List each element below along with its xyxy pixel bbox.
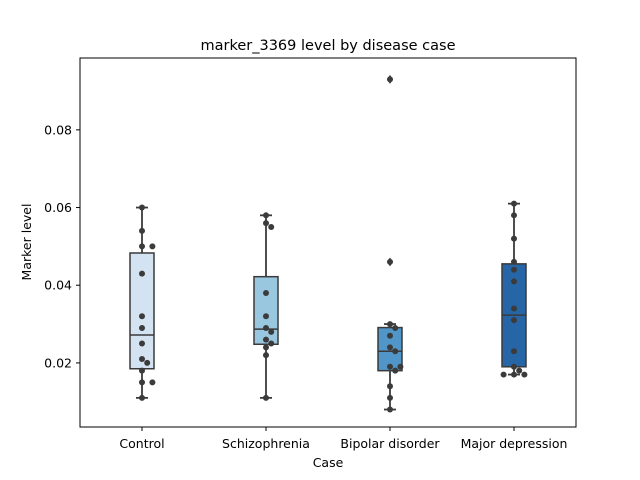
data-point bbox=[387, 363, 393, 370]
data-point bbox=[511, 278, 517, 285]
data-point bbox=[387, 394, 393, 401]
data-point bbox=[511, 348, 517, 355]
data-point bbox=[139, 270, 145, 277]
data-point bbox=[139, 379, 145, 386]
data-point bbox=[387, 406, 393, 413]
data-point bbox=[511, 266, 517, 273]
x-axis-label: Case bbox=[313, 455, 344, 470]
data-point bbox=[268, 340, 275, 347]
data-point bbox=[511, 317, 517, 324]
y-axis-label: Marker level bbox=[19, 204, 34, 281]
data-point bbox=[139, 243, 145, 250]
data-point bbox=[263, 324, 269, 331]
data-point bbox=[139, 356, 145, 363]
data-point bbox=[139, 340, 145, 347]
data-point bbox=[397, 363, 404, 370]
box-2 bbox=[253, 275, 279, 346]
data-point bbox=[392, 324, 399, 331]
data-point bbox=[263, 212, 269, 219]
data-point bbox=[392, 348, 399, 355]
data-point bbox=[387, 321, 393, 328]
data-point bbox=[521, 371, 528, 378]
data-point bbox=[263, 220, 269, 227]
data-point bbox=[149, 243, 156, 250]
data-point bbox=[392, 367, 399, 374]
y-tick-label: 0.04 bbox=[44, 278, 72, 293]
data-point bbox=[511, 212, 517, 219]
data-point bbox=[387, 332, 393, 339]
data-point bbox=[511, 258, 517, 265]
data-point bbox=[139, 324, 145, 331]
data-point bbox=[139, 204, 145, 211]
data-point bbox=[511, 305, 517, 312]
data-point bbox=[500, 371, 507, 378]
data-point bbox=[139, 227, 145, 234]
x-tick-label: Schizophrenia bbox=[222, 436, 310, 451]
data-point bbox=[263, 344, 269, 351]
data-point bbox=[263, 313, 269, 320]
data-point bbox=[387, 258, 393, 265]
data-point bbox=[511, 371, 517, 378]
y-tick-label: 0.08 bbox=[44, 122, 72, 137]
x-tick-label: Bipolar disorder bbox=[340, 436, 440, 451]
y-tick-label: 0.02 bbox=[44, 355, 72, 370]
data-point bbox=[139, 367, 145, 374]
data-point bbox=[263, 336, 269, 343]
data-point bbox=[511, 235, 517, 242]
plot-area: 0.02 0.04 0.06 0.08 Control Schizophrenia Bipo… bbox=[44, 57, 577, 451]
x-tick-label: Major depression bbox=[461, 436, 568, 451]
data-point bbox=[263, 352, 269, 359]
data-point bbox=[263, 289, 269, 296]
box-1 bbox=[129, 252, 155, 370]
data-point bbox=[387, 383, 393, 390]
data-point bbox=[387, 344, 393, 351]
data-point bbox=[511, 200, 517, 207]
data-point bbox=[139, 394, 145, 401]
chart-title: marker_3369 level by disease case bbox=[201, 38, 456, 54]
x-tick-label: Control bbox=[119, 436, 164, 451]
data-point bbox=[511, 363, 517, 370]
plot-frame bbox=[79, 57, 577, 428]
y-tick-label: 0.06 bbox=[44, 200, 72, 215]
data-point bbox=[516, 367, 523, 374]
data-point bbox=[149, 379, 156, 386]
data-point bbox=[387, 76, 393, 83]
data-point bbox=[268, 328, 275, 335]
data-point bbox=[263, 394, 269, 401]
data-point bbox=[139, 313, 145, 320]
data-point bbox=[268, 223, 275, 230]
data-point bbox=[144, 359, 151, 366]
